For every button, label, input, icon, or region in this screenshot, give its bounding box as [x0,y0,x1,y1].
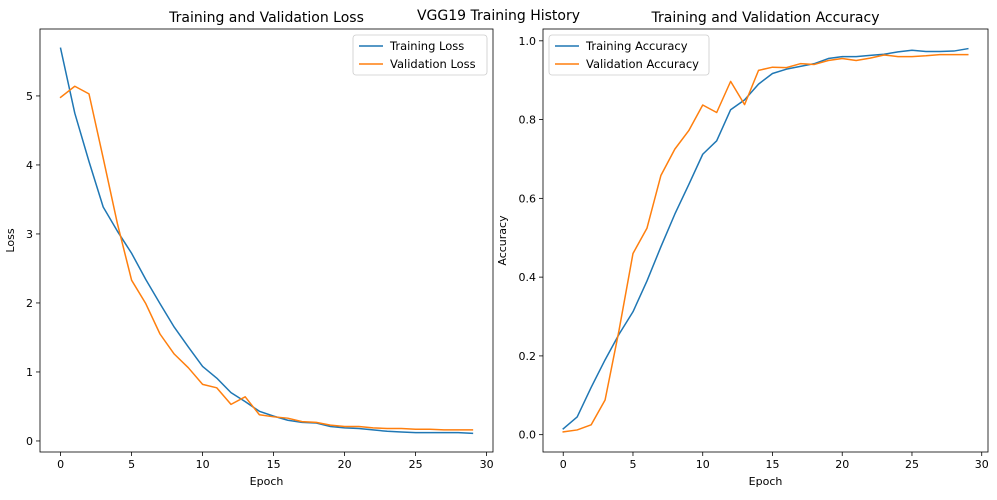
loss-legend-label-2: Validation Loss [390,57,476,71]
loss-legend-label-1: Training Loss [389,39,464,53]
accuracy-series-line-1 [562,47,969,430]
loss-legend-box [352,34,488,76]
loss-x-tick-label: 15 [267,458,281,471]
loss-x-axis-label: Epoch [250,475,284,488]
figure-suptitle: VGG19 Training History [417,8,580,24]
loss-x-tick-label: 0 [57,458,64,471]
accuracy-y-tick-label: 1.0 [519,35,537,48]
loss-y-tick-label: 5 [26,90,33,103]
accuracy-legend-box [548,34,710,76]
loss-legend: Training Loss Validation Loss [352,34,488,76]
accuracy-y-tick-label: 0.2 [519,350,537,363]
loss-plot-frame [39,28,494,453]
accuracy-x-tick-label: 0 [560,458,567,471]
accuracy-x-tick-label: 10 [696,458,710,471]
accuracy-y-tick-label: 0.0 [519,429,537,442]
accuracy-series-line-2 [562,53,969,433]
accuracy-legend-label-1: Training Accuracy [585,39,688,53]
loss-y-tick-label: 0 [26,435,33,448]
loss-y-tick-label: 3 [26,228,33,241]
loss-series-line-1 [59,47,474,435]
loss-y-tick-label: 1 [26,366,33,379]
accuracy-x-tick-label: 20 [835,458,849,471]
loss-y-tick-label: 4 [26,159,33,172]
accuracy-y-tick-label: 0.4 [519,271,537,284]
accuracy-chart-panel: Training and Validation Accuracy 0 5 10 15 20… [496,10,989,488]
loss-x-tick-label: 20 [338,458,352,471]
accuracy-y-axis-label: Accuracy [496,215,509,266]
loss-series-line-2 [59,85,474,431]
loss-x-tick-label: 30 [480,458,494,471]
accuracy-x-tick-label: 15 [765,458,779,471]
accuracy-chart-title: Training and Validation Accuracy [651,10,880,26]
accuracy-legend-label-2: Validation Accuracy [586,57,699,71]
accuracy-x-tick-label: 25 [905,458,919,471]
loss-y-tick-label: 2 [26,297,33,310]
accuracy-x-tick-label: 30 [975,458,989,471]
loss-x-tick-label: 10 [196,458,210,471]
loss-y-axis-label: Loss [4,228,17,252]
loss-x-tick-label: 5 [128,458,135,471]
accuracy-y-tick-label: 0.8 [519,114,537,127]
accuracy-plot-frame [542,28,989,453]
loss-chart-title: Training and Validation Loss [168,10,364,26]
accuracy-legend: Training Accuracy Validation Accuracy [548,34,710,76]
loss-x-tick-label: 25 [409,458,423,471]
accuracy-x-tick-label: 5 [629,458,636,471]
accuracy-y-tick-label: 0.6 [519,192,537,205]
accuracy-x-axis-label: Epoch [749,475,783,488]
